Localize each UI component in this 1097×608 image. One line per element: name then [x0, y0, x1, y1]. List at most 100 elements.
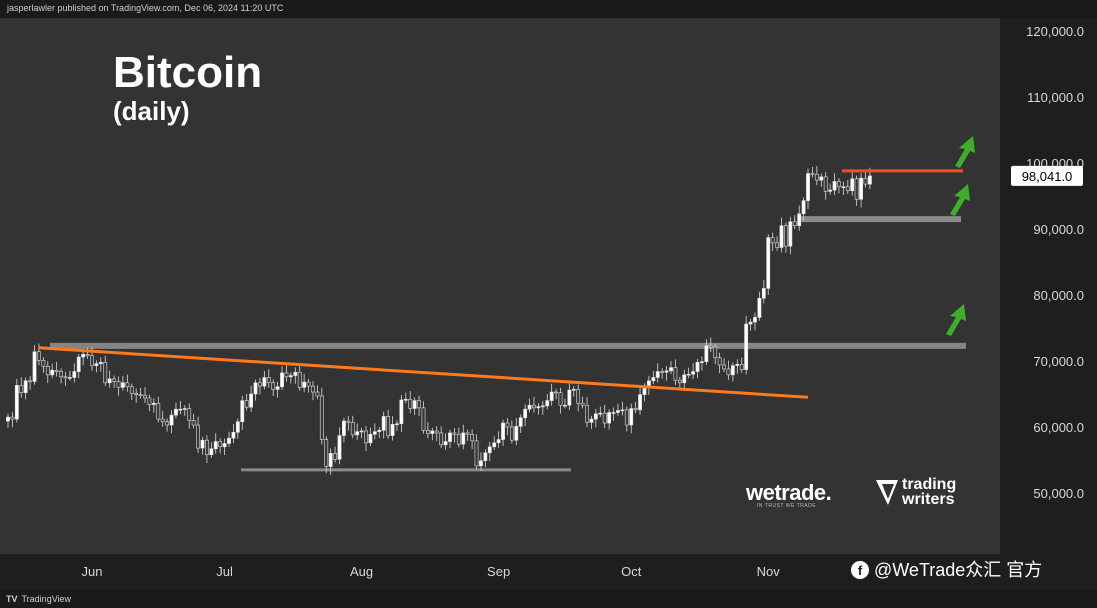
candle-body	[580, 402, 585, 406]
candle-body	[169, 414, 174, 426]
candle	[319, 387, 324, 445]
candle-body	[253, 382, 258, 395]
candle	[372, 423, 377, 440]
candle-body	[700, 361, 704, 363]
wetrade-logo: wetrade.	[746, 480, 832, 505]
candle	[213, 433, 218, 454]
candle	[518, 414, 523, 433]
y-tick-label: 80,000.0	[1033, 288, 1084, 303]
candle	[271, 379, 276, 396]
candle	[134, 388, 139, 403]
candle-body	[483, 452, 488, 461]
candle-body	[19, 385, 24, 393]
candle	[505, 418, 510, 436]
candle-body	[14, 385, 19, 420]
candle-body	[655, 371, 660, 378]
candle-body	[138, 394, 143, 396]
candle-body	[231, 431, 236, 439]
y-tick-label: 50,000.0	[1033, 486, 1084, 501]
candle-body	[386, 416, 391, 436]
candle-body	[271, 382, 276, 390]
candle	[10, 412, 15, 428]
candle-body	[677, 379, 682, 384]
candle	[456, 427, 461, 448]
candle-body	[651, 377, 656, 382]
candle-body	[408, 398, 413, 409]
candle	[386, 409, 391, 439]
candle	[377, 427, 382, 439]
candle-body	[262, 377, 267, 387]
candle-body	[523, 408, 528, 419]
candle-body	[63, 376, 68, 379]
candle-body	[633, 408, 638, 411]
candle-body	[23, 380, 28, 393]
candle	[523, 404, 528, 427]
candle	[129, 383, 134, 400]
candle-body	[50, 369, 55, 376]
candle-body	[456, 433, 461, 445]
candle	[810, 166, 815, 178]
candle	[655, 363, 660, 383]
candle	[94, 360, 99, 373]
candle	[814, 165, 819, 186]
candle-body	[695, 362, 700, 372]
candle-body	[518, 417, 523, 427]
candle-body	[496, 439, 501, 444]
candle	[174, 402, 178, 419]
candle	[735, 359, 740, 374]
candle	[470, 429, 475, 450]
candle-body	[98, 362, 103, 364]
candle	[845, 180, 850, 195]
candle-body	[487, 446, 492, 454]
candle-body	[143, 395, 147, 399]
candle	[98, 357, 103, 372]
candle	[448, 429, 452, 449]
candle-body	[854, 178, 859, 200]
candle	[408, 391, 413, 414]
watermark-text: @WeTrade众汇 官方	[874, 560, 1043, 580]
candle-body	[421, 407, 426, 431]
candle-body	[792, 221, 797, 227]
candle	[112, 375, 116, 389]
candle-body	[770, 237, 775, 244]
candle	[333, 446, 337, 463]
candle-body	[417, 400, 421, 409]
candle-body	[311, 385, 315, 393]
candle	[182, 405, 187, 416]
candle	[775, 236, 779, 251]
candle	[37, 343, 41, 366]
candle	[328, 448, 333, 475]
candle	[682, 369, 687, 392]
candle	[275, 381, 280, 398]
candle	[169, 410, 174, 434]
candle	[240, 395, 245, 430]
candle	[461, 424, 466, 450]
candle-body	[10, 416, 15, 420]
candle-body	[735, 363, 740, 366]
candle	[465, 429, 470, 441]
candle-body	[660, 371, 665, 373]
candle	[293, 367, 298, 384]
candle	[19, 377, 24, 398]
candle-body	[240, 400, 245, 423]
candle	[41, 357, 46, 373]
candle	[492, 436, 497, 451]
candle-body	[346, 420, 351, 423]
candle	[439, 426, 444, 449]
candle	[412, 397, 417, 416]
candle-body	[178, 408, 183, 411]
candle-body	[67, 377, 72, 379]
candle-body	[403, 398, 408, 401]
candle	[722, 358, 726, 373]
candle	[828, 183, 833, 195]
candle	[620, 401, 625, 416]
candle	[6, 413, 10, 428]
candle-body	[554, 391, 558, 394]
trading-writers-logo: trading writers	[902, 476, 957, 508]
candle	[545, 394, 550, 410]
candle	[395, 420, 399, 431]
candle-body	[205, 439, 209, 456]
candle	[138, 388, 143, 399]
candle-body	[377, 429, 382, 432]
candle-body	[359, 430, 364, 433]
